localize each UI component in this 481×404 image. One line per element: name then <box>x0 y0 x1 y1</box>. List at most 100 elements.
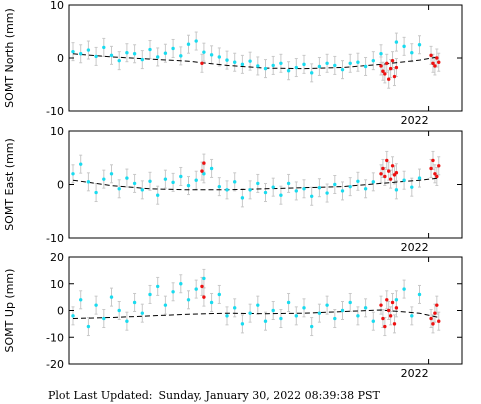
data-point-cyan <box>248 311 252 315</box>
data-point-cyan <box>117 308 121 313</box>
data-point-cyan <box>363 187 368 191</box>
data-point-cyan <box>225 188 229 192</box>
data-point-cyan <box>279 316 283 321</box>
x-tick-label: 2022 <box>401 114 429 127</box>
data-point-cyan <box>379 52 383 56</box>
data-point-cyan <box>240 322 245 326</box>
data-point-red <box>392 322 397 326</box>
data-point-cyan <box>125 319 129 323</box>
data-point-red <box>390 300 395 305</box>
data-point-cyan <box>233 180 237 184</box>
data-point-red <box>379 303 383 307</box>
data-point-cyan <box>71 172 75 176</box>
data-point-red <box>381 316 385 321</box>
data-point-cyan <box>209 300 214 305</box>
data-point-cyan <box>125 51 129 55</box>
data-point-cyan <box>102 177 106 181</box>
data-point-cyan <box>233 60 237 64</box>
data-point-cyan <box>294 314 298 318</box>
data-point-cyan <box>109 295 114 299</box>
panel-1: -10 0 10 2022 SOMT North (mm) <box>3 0 463 127</box>
data-point-cyan <box>402 287 406 291</box>
last-updated-timestamp: Sunday, January 30, 2022 08:39:38 PST <box>158 389 380 402</box>
data-point-cyan <box>410 185 414 189</box>
last-updated-label: Plot Last Updated: <box>48 389 153 402</box>
data-point-red <box>202 295 206 299</box>
data-point-cyan <box>271 63 275 68</box>
data-point-red <box>435 174 439 179</box>
data-point-red <box>394 171 399 175</box>
data-point-cyan <box>209 166 214 171</box>
data-point-cyan <box>263 190 268 195</box>
panel-3: -20 -10 0 10 20 2022 SOMT Up (mm) <box>3 251 463 380</box>
data-point-cyan <box>132 181 137 186</box>
data-point-cyan <box>410 51 414 55</box>
series-cyan <box>71 276 422 329</box>
data-point-red <box>383 174 387 179</box>
y-axis-label: SOMT North (mm) <box>3 8 16 108</box>
data-point-cyan <box>102 316 106 321</box>
data-point-cyan <box>132 52 137 56</box>
data-point-cyan <box>402 178 406 182</box>
data-point-cyan <box>325 61 329 65</box>
data-point-cyan <box>317 64 322 69</box>
plot-frame <box>68 4 463 112</box>
series-red <box>200 158 441 181</box>
data-point-red <box>433 311 437 315</box>
data-point-red <box>381 166 385 171</box>
data-point-cyan <box>348 61 352 65</box>
series-cyan <box>71 39 422 75</box>
data-point-cyan <box>340 189 345 193</box>
data-point-cyan <box>325 191 329 195</box>
data-point-red <box>202 161 206 165</box>
y-tick-label: -20 <box>46 358 64 371</box>
data-point-cyan <box>102 45 106 50</box>
data-point-cyan <box>317 311 322 315</box>
y-axis-label: SOMT East (mm) <box>3 138 16 231</box>
data-point-cyan <box>156 55 160 59</box>
data-point-cyan <box>163 177 168 181</box>
data-point-red <box>385 61 389 65</box>
data-point-red <box>392 74 397 79</box>
data-point-red <box>383 72 387 76</box>
data-point-cyan <box>248 188 252 192</box>
data-point-red <box>381 69 385 73</box>
data-point-cyan <box>333 63 337 68</box>
trend-line <box>72 177 439 191</box>
data-point-cyan <box>225 314 229 318</box>
data-point-cyan <box>202 50 206 54</box>
data-point-red <box>200 284 204 289</box>
y-axis-label: SOMT Up (mm) <box>3 269 16 353</box>
data-point-cyan <box>79 298 83 302</box>
data-point-cyan <box>179 174 183 179</box>
data-point-cyan <box>363 64 368 69</box>
data-point-red <box>429 316 433 321</box>
data-point-cyan <box>140 188 144 192</box>
data-point-cyan <box>163 303 168 307</box>
data-point-red <box>383 324 387 329</box>
data-point-cyan <box>317 186 322 190</box>
data-point-red <box>394 65 399 70</box>
data-point-red <box>437 164 441 168</box>
data-point-red <box>433 64 437 68</box>
data-point-cyan <box>125 176 129 180</box>
data-point-cyan <box>94 190 98 195</box>
data-point-cyan <box>363 306 368 310</box>
data-point-cyan <box>340 308 345 313</box>
data-point-cyan <box>217 292 221 297</box>
x-tick-label: 2022 <box>401 241 429 254</box>
data-point-cyan <box>194 178 198 182</box>
data-point-red <box>385 158 389 163</box>
data-point-cyan <box>94 303 98 307</box>
data-point-cyan <box>286 69 291 73</box>
data-point-red <box>387 169 391 173</box>
data-point-cyan <box>302 306 306 310</box>
data-point-cyan <box>109 53 114 58</box>
data-point-cyan <box>86 180 91 184</box>
y-tick-label: 10 <box>50 278 64 291</box>
y-tick-label: 10 <box>50 125 64 138</box>
data-point-cyan <box>333 316 337 321</box>
trend-line <box>72 309 439 319</box>
series-red <box>200 284 441 329</box>
